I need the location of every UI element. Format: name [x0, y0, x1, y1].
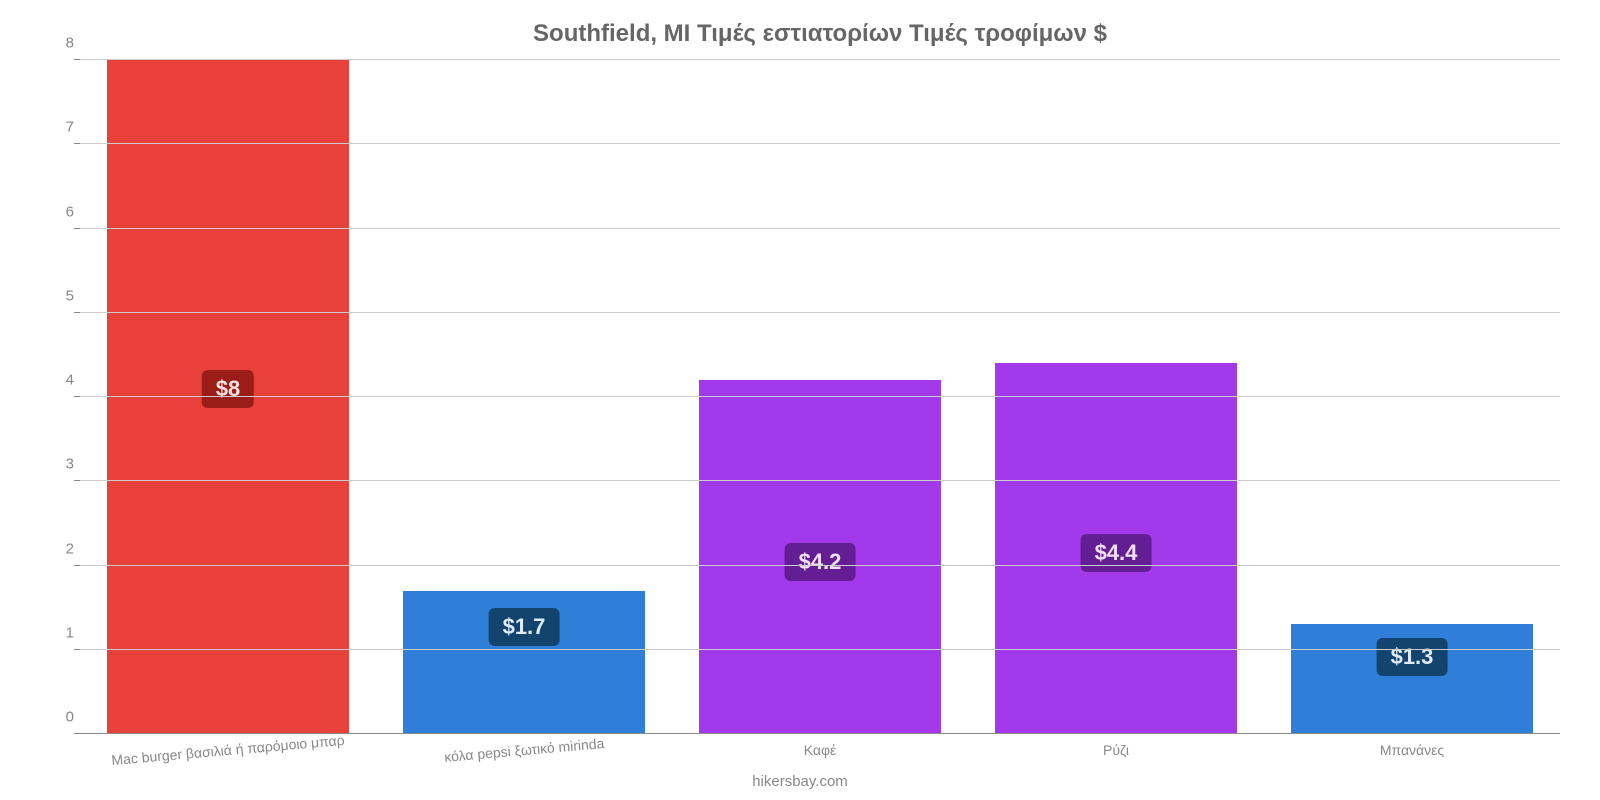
- y-tick-label: 2: [50, 540, 74, 557]
- bar: $1.3: [1291, 624, 1534, 734]
- grid-line: [80, 396, 1560, 397]
- plot-area: $8$1.7$4.2$4.4$1.3 012345678: [80, 60, 1560, 734]
- value-label: $1.7: [489, 608, 560, 646]
- grid-line: [80, 312, 1560, 313]
- grid-line: [80, 143, 1560, 144]
- bar-slot: $1.7: [376, 60, 672, 734]
- y-tick-label: 5: [50, 287, 74, 304]
- y-tick-mark: [74, 649, 80, 650]
- x-tick-label: Μπανάνες: [1264, 742, 1560, 758]
- grid-line: [80, 565, 1560, 566]
- y-tick-mark: [74, 59, 80, 60]
- value-label: $4.4: [1081, 534, 1152, 572]
- y-tick-mark: [74, 733, 80, 734]
- bars-row: $8 $1.7 $4.2 $4.4 $1.3: [80, 60, 1560, 734]
- value-label: $8: [202, 370, 254, 408]
- y-tick-label: 7: [50, 119, 74, 136]
- x-axis-labels: Mac burger βασιλιά ή παρόμοιο μπαρκόλα p…: [80, 742, 1560, 758]
- x-tick-label: Καφέ: [672, 742, 968, 758]
- grid-line: [80, 59, 1560, 60]
- y-tick-mark: [74, 396, 80, 397]
- chart-title: Southfield, MI Τιμές εστιατορίων Τιμές τ…: [80, 20, 1560, 48]
- x-tick-label: κόλα pepsi ξωτικό mirinda: [376, 742, 672, 758]
- bar-slot: $4.4: [968, 60, 1264, 734]
- y-tick-label: 6: [50, 203, 74, 220]
- y-tick-label: 1: [50, 624, 74, 641]
- y-tick-label: 3: [50, 456, 74, 473]
- y-tick-mark: [74, 480, 80, 481]
- bar-slot: $1.3: [1264, 60, 1560, 734]
- bar: $4.4: [995, 363, 1238, 734]
- y-tick-label: 4: [50, 372, 74, 389]
- grid-line: [80, 228, 1560, 229]
- bar-slot: $4.2: [672, 60, 968, 734]
- y-tick-label: 0: [50, 709, 74, 726]
- bar: $1.7: [403, 591, 646, 734]
- value-label: $4.2: [785, 543, 856, 581]
- bar: $8: [107, 60, 350, 734]
- value-label: $1.3: [1377, 638, 1448, 676]
- y-tick-mark: [74, 143, 80, 144]
- x-tick-label: Ρύζι: [968, 742, 1264, 758]
- y-tick-mark: [74, 565, 80, 566]
- y-tick-mark: [74, 312, 80, 313]
- bar: $4.2: [699, 380, 942, 734]
- grid-line: [80, 480, 1560, 481]
- chart-footer: hikersbay.com: [0, 773, 1600, 790]
- y-tick-mark: [74, 228, 80, 229]
- grid-line: [80, 733, 1560, 734]
- bar-slot: $8: [80, 60, 376, 734]
- chart-container: Southfield, MI Τιμές εστιατορίων Τιμές τ…: [0, 0, 1600, 800]
- grid-line: [80, 649, 1560, 650]
- y-tick-label: 8: [50, 35, 74, 52]
- x-tick-label: Mac burger βασιλιά ή παρόμοιο μπαρ: [80, 742, 376, 758]
